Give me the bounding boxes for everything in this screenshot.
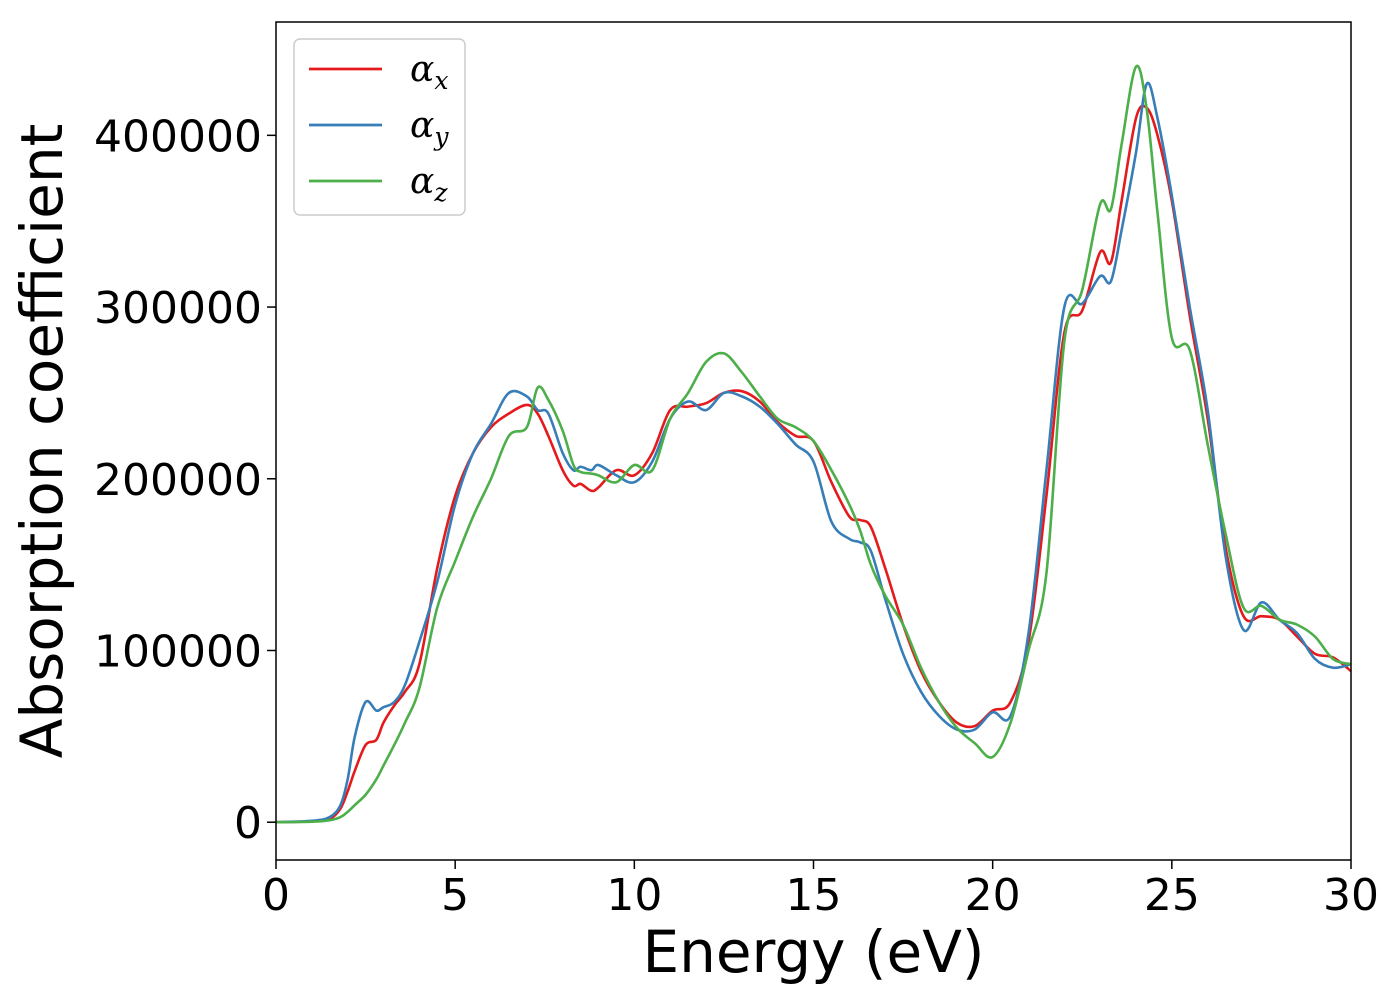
y-tick-label: 300000 bbox=[94, 283, 262, 334]
x-axis-label: Energy (eV) bbox=[642, 918, 984, 986]
series-line-z bbox=[275, 64, 1352, 824]
x-tick-label: 0 bbox=[262, 870, 290, 921]
y-axis-label: Absorption coefficient bbox=[8, 124, 76, 759]
x-axis: 0 5 10 15 20 25 30 bbox=[262, 860, 1379, 921]
x-tick-label: 5 bbox=[441, 870, 469, 921]
series-line-x bbox=[275, 104, 1352, 824]
series-line-y bbox=[275, 81, 1352, 824]
y-axis: 0 100000 200000 300000 400000 bbox=[94, 111, 276, 849]
y-tick-label: 200000 bbox=[94, 455, 262, 506]
x-tick-label: 10 bbox=[606, 870, 662, 921]
x-tick-label: 30 bbox=[1323, 870, 1379, 921]
y-tick-label: 0 bbox=[234, 798, 262, 849]
x-tick-label: 25 bbox=[1144, 870, 1200, 921]
legend-box bbox=[293, 38, 466, 216]
series-layer bbox=[275, 64, 1352, 824]
y-tick-label: 400000 bbox=[94, 111, 262, 162]
y-tick-label: 100000 bbox=[94, 627, 262, 678]
x-tick-label: 20 bbox=[965, 870, 1021, 921]
x-tick-label: 15 bbox=[786, 870, 842, 921]
